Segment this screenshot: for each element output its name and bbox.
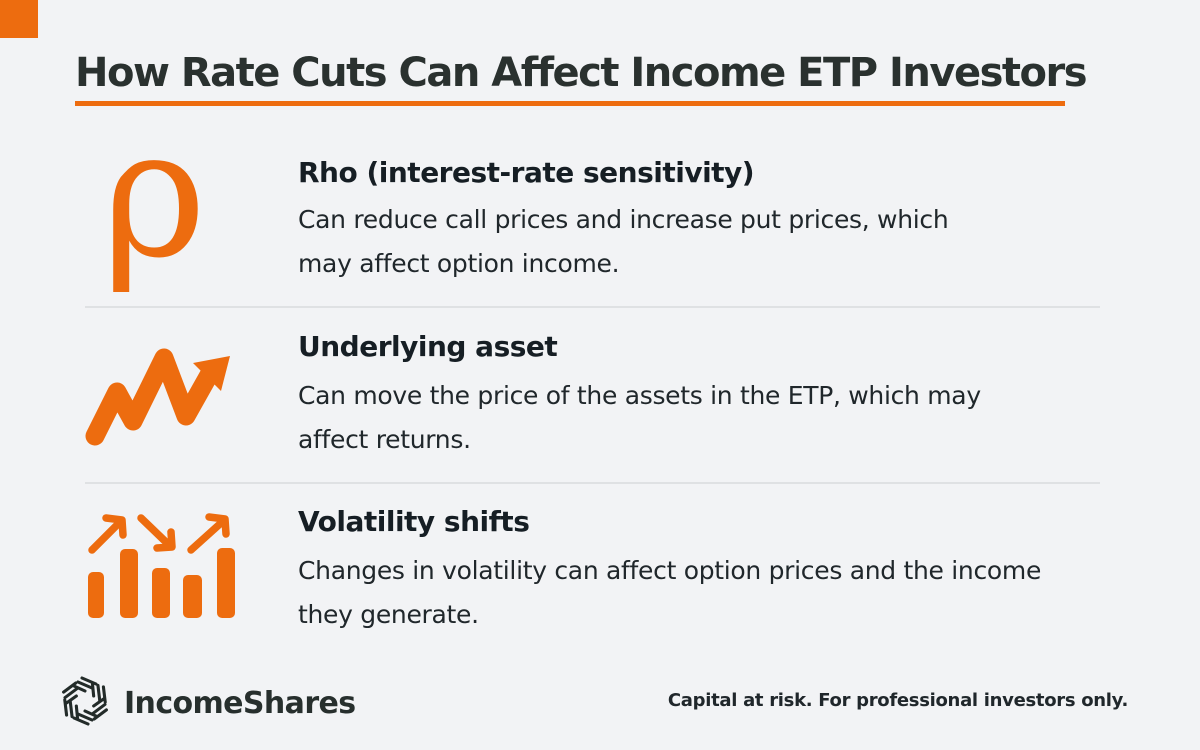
row-body-line: affect returns.: [298, 425, 471, 454]
row-body-line: Can reduce call prices and increase put …: [298, 205, 949, 234]
corner-accent-square: [0, 0, 38, 38]
row-heading-volatility-shifts: Volatility shifts: [298, 505, 530, 538]
page-title: How Rate Cuts Can Affect Income ETP Inve…: [75, 50, 1088, 96]
row-body-line: Can move the price of the assets in the …: [298, 381, 981, 410]
row-body-rho: Can reduce call prices and increase put …: [298, 198, 949, 286]
footer-disclaimer: Capital at risk. For professional invest…: [667, 690, 1128, 711]
row-heading-rho: Rho (interest-rate sensitivity): [298, 156, 755, 189]
row-body-line: may affect option income.: [298, 249, 620, 278]
title-underline: [75, 101, 1065, 106]
row-divider: [85, 482, 1100, 484]
row-body-volatility-shifts: Changes in volatility can affect option …: [298, 549, 1041, 637]
row-body-underlying-asset: Can move the price of the assets in the …: [298, 374, 981, 462]
row-divider: [85, 306, 1100, 308]
row-body-line: they generate.: [298, 600, 479, 629]
row-body-line: Changes in volatility can affect option …: [298, 556, 1042, 585]
rho-icon: ρ: [102, 90, 207, 297]
volatility-bars-icon: [75, 500, 255, 635]
row-heading-underlying-asset: Underlying asset: [298, 330, 558, 363]
incomeshares-logo-icon: [58, 674, 112, 728]
brand-name: IncomeShares: [124, 686, 356, 721]
trend-up-arrow-icon: [80, 332, 245, 450]
